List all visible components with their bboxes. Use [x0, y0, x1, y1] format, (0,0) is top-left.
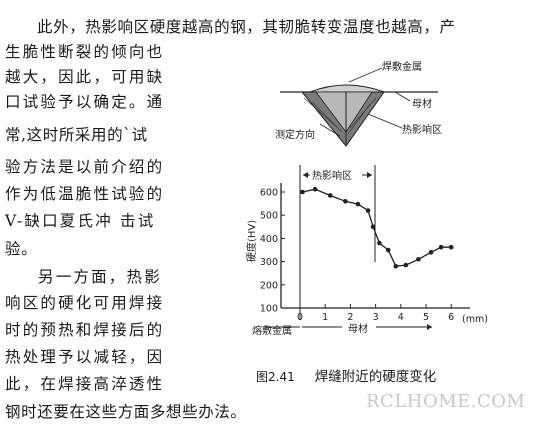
weld-cross-section-diagram: 焊敷金属 母材 测定方向 热影响区: [275, 60, 442, 147]
data-point: [448, 244, 454, 250]
base-metal-arrow: [427, 324, 432, 330]
chart-weld-metal-label: 熔敷金属: [252, 324, 292, 337]
y-tick-label: 200: [260, 280, 278, 291]
y-tick-label: 500: [260, 211, 278, 222]
haz-label: 热影响区: [402, 123, 442, 136]
paragraph-line-6: 验方法是以前介绍的: [5, 158, 165, 176]
haz-arrow-right-head: [367, 172, 372, 178]
data-point: [343, 198, 348, 204]
data-point: [355, 201, 361, 207]
x-tick-label: 2: [347, 312, 353, 323]
data-point: [377, 240, 382, 246]
x-tick-label: 4: [398, 312, 404, 323]
paragraph-line-11: 响区的硬化可用焊接: [5, 294, 165, 312]
data-point: [370, 224, 376, 230]
paragraph-line-5: 常,这时所采用的`试: [5, 126, 148, 144]
x-tick-label: 0: [297, 312, 303, 323]
data-point: [365, 208, 371, 213]
y-axis-label: 硬度(HV): [245, 220, 258, 262]
paragraph-line-2: 生脆性断裂的倾向也: [5, 43, 165, 61]
x-tick-label: 6: [448, 312, 454, 323]
paragraph-line-14: 此，在焊接高淬透性: [5, 375, 165, 393]
figure-title: 焊缝附近的硬度变化: [314, 369, 437, 385]
measure-direction-leader: [319, 123, 341, 137]
data-point: [438, 244, 444, 250]
data-point: [393, 263, 399, 269]
hatching: [303, 97, 377, 135]
paragraph-line-7: 作为低温脆性试验的: [5, 185, 165, 203]
data-point: [327, 193, 333, 198]
chart-haz-label: 热影响区: [312, 169, 352, 182]
base-metal-label: 母材: [412, 97, 432, 110]
data-point: [403, 262, 409, 268]
weld-metal-leader: [348, 67, 383, 83]
paragraph-line-9: 验。: [5, 240, 38, 258]
paragraph-line-1: 此外，热影响区硬度越高的钢，其韧脆转变温度也越高，产: [37, 18, 456, 36]
paragraph-line-10: 另一方面，热影: [38, 268, 162, 286]
y-tick-label: 300: [260, 257, 278, 268]
weld-metal-label: 焊敷金属: [382, 60, 422, 73]
x-tick-label: 1: [322, 312, 328, 323]
hardness-series-line: [302, 188, 452, 267]
watermark: RCLHOME.COM: [366, 391, 526, 412]
x-tick-label: 3: [373, 312, 379, 323]
weld-metal-region: [315, 91, 373, 133]
paragraph-line-12: 时的预热和焊接后的: [5, 321, 165, 339]
data-point: [416, 256, 421, 262]
x-axis-unit: (mm): [462, 314, 488, 325]
haz-arrow-left-head: [303, 172, 308, 178]
data-point: [385, 247, 391, 253]
paragraph-line-3: 越大，因此，可用缺: [5, 68, 165, 86]
data-point: [300, 189, 305, 195]
weld-reinforcement-cap: [309, 84, 385, 93]
y-tick-label: 600: [260, 188, 278, 199]
base-metal-leader: [394, 91, 411, 102]
data-point: [428, 250, 434, 255]
measure-direction-label: 测定方向: [275, 128, 315, 141]
x-tick-label: 5: [423, 312, 429, 323]
paragraph-line-15: 钢时还要在这些方面多想些办法。: [5, 403, 247, 421]
y-tick-label: 100: [260, 304, 278, 315]
y-tick-label: 400: [260, 234, 278, 245]
haz-leader: [367, 113, 403, 129]
paragraph-line-13: 热处理予以减轻，因: [5, 348, 165, 366]
hardness-chart: 热影响区 100 200 300 400 500 600 0 1 2 3 4 5 6 (mm) 硬度(…: [245, 165, 488, 337]
figure-caption: 图2.41 焊缝附近的硬度变化: [256, 365, 436, 385]
paragraph-line-4: 口试验予以确定。通: [5, 93, 165, 111]
paragraph-line-8: V-缺口夏氏冲 击试: [5, 212, 156, 230]
figure-number: 图2.41: [256, 370, 295, 384]
chart-base-metal-label: 母材: [348, 322, 368, 335]
data-point: [312, 186, 318, 192]
